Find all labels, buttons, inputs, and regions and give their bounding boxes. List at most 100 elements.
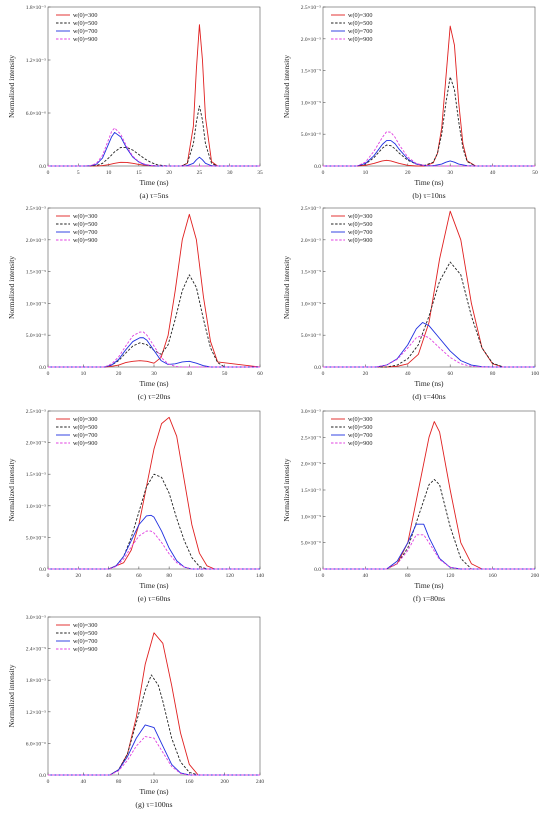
y-tick-label: 1.5×10⁻⁵: [301, 69, 321, 75]
series-line-4: [323, 131, 535, 167]
legend-entry: w(0)=500: [348, 424, 372, 431]
x-tick-label: 160: [185, 779, 194, 785]
x-tick-label: 20: [363, 371, 369, 377]
x-tick-label: 20: [405, 170, 411, 176]
x-tick-label: 80: [405, 573, 411, 579]
y-tick-label: 2.0×10⁻⁵: [301, 37, 321, 43]
y-axis-label: Normalized intensity: [7, 55, 16, 118]
panel-caption: (b) τ=10ns: [412, 191, 445, 200]
y-tick-label: 2.0×10⁻⁵: [26, 238, 46, 244]
x-tick-label: 30: [151, 371, 157, 377]
y-tick-label: 0.0: [39, 773, 46, 779]
legend-entry: w(0)=500: [348, 20, 372, 27]
x-tick-label: 35: [257, 170, 263, 176]
x-axis-label: Time (ns): [139, 379, 169, 388]
x-axis-label: Time (ns): [139, 787, 169, 796]
series-line-3: [48, 131, 260, 167]
y-axis-label: Normalized intensity: [7, 256, 16, 319]
y-tick-label: 0.0: [39, 164, 46, 170]
plot-frame: [322, 207, 536, 368]
panel-e: 0 20 40 60 80 100 120 140 0.0 5.0×10⁻⁶ 1.0×10⁻⁵ 1.5…: [7, 409, 264, 603]
x-tick-label: 60: [447, 371, 453, 377]
x-tick-label: 0: [322, 573, 325, 579]
x-tick-label: 0: [47, 573, 50, 579]
x-tick-label: 20: [116, 371, 122, 377]
plot-frame: [47, 410, 261, 570]
series-line-2: [48, 105, 260, 167]
x-tick-label: 40: [106, 573, 112, 579]
legend-entry: w(0)=500: [73, 424, 97, 431]
series-line-4: [323, 334, 535, 368]
x-tick-label: 240: [256, 779, 265, 785]
y-axis-label: Normalized intensity: [7, 458, 16, 521]
y-tick-label: 1.0×10⁻⁵: [301, 301, 321, 307]
x-tick-label: 60: [257, 371, 263, 377]
y-tick-label: 0.0: [314, 567, 321, 573]
y-tick-label: 6.0×10⁻⁶: [26, 111, 46, 117]
y-tick-label: 1.5×10⁻⁵: [301, 270, 321, 276]
legend-entry: w(0)=500: [73, 20, 97, 27]
panel-caption: (g) τ=100ns: [135, 800, 172, 809]
y-tick-label: 2.5×10⁻⁵: [301, 435, 321, 441]
series-line-3: [323, 140, 535, 167]
legend-entry: w(0)=300: [73, 213, 97, 220]
y-axis-label: Normalized intensity: [282, 55, 291, 118]
x-tick-label: 30: [227, 170, 233, 176]
x-tick-label: 120: [446, 573, 455, 579]
y-tick-label: 2.0×10⁻⁵: [26, 441, 46, 447]
legend-entry: w(0)=900: [348, 237, 372, 244]
series-line-1: [48, 213, 261, 368]
series-line-4: [48, 736, 260, 776]
x-tick-label: 40: [187, 371, 193, 377]
x-tick-label: 0: [322, 371, 325, 377]
y-tick-label: 2.4×10⁻⁵: [26, 647, 46, 653]
x-axis-label: Time (ns): [414, 178, 444, 187]
x-tick-label: 40: [490, 170, 496, 176]
y-tick-label: 2.5×10⁻⁵: [301, 5, 321, 11]
legend-entry: w(0)=500: [348, 221, 372, 228]
legend-entry: w(0)=900: [73, 440, 97, 447]
x-tick-label: 200: [531, 573, 540, 579]
x-axis-label: Time (ns): [139, 581, 169, 590]
series-line-1: [323, 210, 535, 368]
series-line-2: [323, 76, 535, 167]
panel-caption: (e) τ=60ns: [138, 594, 171, 603]
y-tick-label: 2.5×10⁻⁵: [301, 206, 321, 212]
series-line-2: [48, 473, 260, 570]
x-tick-label: 10: [106, 170, 112, 176]
x-tick-label: 0: [47, 779, 50, 785]
panel-caption: (f) τ=80ns: [413, 594, 445, 603]
y-axis-label: Normalized intensity: [7, 664, 16, 727]
y-tick-label: 1.2×10⁻⁵: [26, 58, 46, 64]
legend-entry: w(0)=700: [73, 638, 97, 645]
x-tick-label: 20: [76, 573, 82, 579]
legend-entry: w(0)=700: [73, 229, 97, 236]
x-tick-label: 120: [150, 779, 159, 785]
series-line-1: [48, 416, 260, 570]
series-line-4: [48, 127, 260, 167]
series-line-3: [48, 337, 260, 368]
y-tick-label: 0.0: [39, 567, 46, 573]
y-axis-label: Normalized intensity: [282, 458, 291, 521]
panel-caption: (c) τ=20ns: [138, 392, 171, 401]
x-tick-label: 0: [47, 170, 50, 176]
legend-entry: w(0)=300: [348, 416, 372, 423]
legend-entry: w(0)=500: [73, 221, 97, 228]
x-tick-label: 200: [221, 779, 230, 785]
y-axis-label: Normalized intensity: [282, 256, 291, 319]
y-tick-label: 1.0×10⁻⁵: [26, 301, 46, 307]
x-tick-label: 60: [136, 573, 142, 579]
y-tick-label: 2.0×10⁻⁵: [301, 462, 321, 468]
y-tick-label: 1.0×10⁻⁵: [301, 100, 321, 106]
legend-entry: w(0)=900: [73, 646, 97, 653]
panel-b: 0 10 20 30 40 50 0.0 5.0×10⁻⁶ 1.0×10⁻⁵ 1.5×10⁻⁵ 2.…: [282, 5, 538, 200]
legend-entry: w(0)=700: [348, 229, 372, 236]
series-line-4: [48, 331, 260, 368]
x-tick-label: 80: [166, 573, 172, 579]
y-tick-label: 5.0×10⁻⁶: [26, 535, 46, 541]
y-tick-label: 5.0×10⁻⁶: [301, 541, 321, 547]
y-tick-label: 1.8×10⁻⁵: [26, 5, 46, 11]
legend-entry: w(0)=700: [73, 28, 97, 35]
y-tick-label: 0.0: [39, 365, 46, 371]
panel-f: 0 40 80 120 160 200 0.0 5.0×10⁻⁶ 1.0×10⁻⁵ 1.5×10⁻…: [282, 409, 539, 603]
